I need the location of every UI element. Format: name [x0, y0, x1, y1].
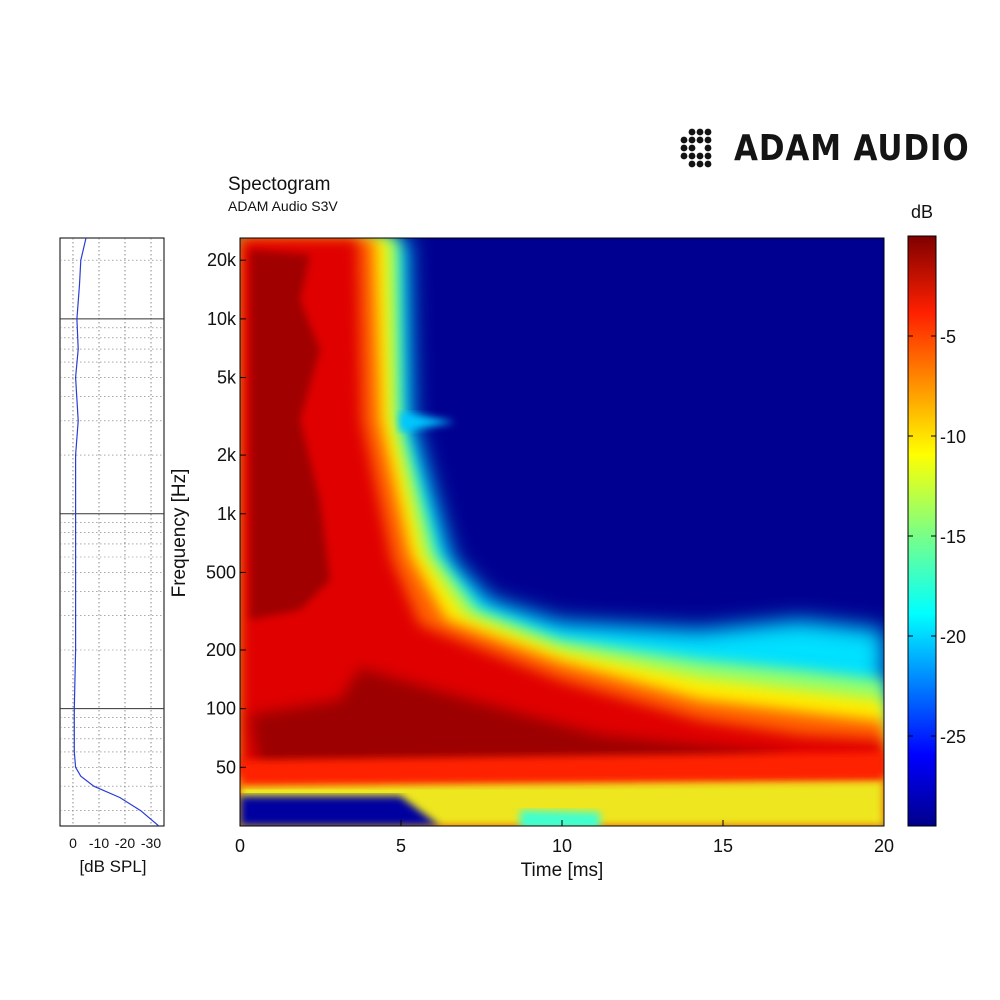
side-x-tick-label: -20: [115, 835, 135, 851]
frequency-response-plot: 0 -10 -20 -30 [dB SPL]: [59, 237, 165, 876]
side-grid: [60, 238, 164, 826]
colorbar-tick-label: -25: [940, 727, 966, 747]
logo-dot: [688, 136, 696, 144]
x-tick-label: 5: [396, 836, 406, 856]
colorbar-tick-label: -20: [940, 627, 966, 647]
logo-dot: [704, 136, 712, 144]
x-axis: 0 5 10 15 20: [235, 820, 894, 856]
logo-dot: [688, 152, 696, 160]
logo-dot: [704, 160, 712, 168]
logo-dot: [680, 136, 688, 144]
logo-dot: [688, 144, 696, 152]
side-x-tick-label: 0: [69, 835, 77, 851]
side-x-tick-label: -10: [89, 835, 109, 851]
y-tick-label: 500: [206, 562, 236, 582]
y-tick-label: 50: [216, 757, 236, 777]
logo-dot: [688, 128, 696, 136]
y-tick-label: 100: [206, 699, 236, 719]
colorbar-ticks: -5 -10 -15 -20 -25: [908, 327, 966, 747]
frequency-response-line: [73, 238, 160, 826]
colorbar: dB -5 -10 -15 -20 -25: [907, 202, 966, 827]
heatmap-fill: [240, 238, 884, 826]
logo-dot: [680, 144, 688, 152]
colorbar-gradient: [907, 235, 937, 827]
y-tick-label: 10k: [207, 309, 237, 329]
brand-logo-icon: [680, 128, 712, 168]
side-x-axis: 0 -10 -20 -30: [69, 835, 161, 851]
y-axis: 50 100 200 500 1k 2k 5k 10k 20k: [206, 250, 246, 777]
colorbar-tick-label: -10: [940, 427, 966, 447]
logo-dot: [680, 152, 688, 160]
logo-dot: [688, 160, 696, 168]
y-axis-label: Frequency [Hz]: [169, 469, 190, 598]
x-tick-label: 20: [874, 836, 894, 856]
logo-dot: [704, 144, 712, 152]
logo-dot: [704, 152, 712, 160]
y-tick-label: 5k: [217, 368, 237, 388]
brand-name: ADAM AUDIO: [734, 128, 970, 169]
logo-dot: [696, 152, 704, 160]
spectrogram-plot: 0 5 10 15 20 50 100 200 500 1k 2k 5k 10k 20k Time [m…: [169, 237, 894, 881]
x-axis-label: Time [ms]: [521, 860, 604, 881]
chart-title: Spectogram: [228, 174, 331, 195]
side-x-tick-label: -30: [141, 835, 161, 851]
colorbar-tick-label: -5: [940, 327, 956, 347]
logo-dot: [696, 128, 704, 136]
x-tick-label: 15: [713, 836, 733, 856]
y-tick-label: 2k: [217, 445, 237, 465]
x-tick-label: 10: [552, 836, 572, 856]
y-tick-label: 20k: [207, 250, 237, 270]
logo-dot: [696, 160, 704, 168]
colorbar-tick-label: -15: [940, 527, 966, 547]
x-tick-label: 0: [235, 836, 245, 856]
y-tick-label: 200: [206, 640, 236, 660]
side-x-axis-label: [dB SPL]: [79, 857, 146, 876]
logo-dot: [696, 136, 704, 144]
colorbar-label: dB: [911, 202, 933, 222]
logo-dot: [704, 128, 712, 136]
chart-subtitle: ADAM Audio S3V: [228, 198, 338, 214]
y-tick-label: 1k: [217, 504, 237, 524]
